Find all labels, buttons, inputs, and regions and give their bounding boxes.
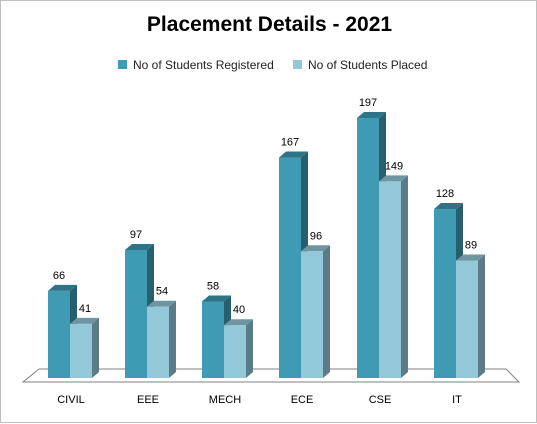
data-label-ece-registered: 167: [281, 137, 299, 149]
legend-item-registered: No of Students Registered: [118, 57, 274, 73]
bar-civil-placed: [70, 323, 92, 378]
bar-eee-placed: [147, 306, 169, 378]
bar-top-ece-placed: [301, 245, 330, 252]
data-label-it-registered: 128: [436, 188, 454, 200]
data-label-ece-placed: 96: [310, 230, 322, 242]
legend-label-registered: No of Students Registered: [133, 57, 274, 72]
data-label-eee-placed: 54: [156, 286, 168, 298]
legend-label-placed: No of Students Placed: [308, 57, 428, 72]
bar-top-eee-registered: [125, 243, 154, 250]
bar-side-civil-placed: [92, 317, 99, 378]
bar-it-registered: [434, 209, 456, 378]
data-label-civil-placed: 41: [79, 303, 91, 315]
x-tick-label-ece: ECE: [291, 394, 314, 406]
x-tick-label-it: IT: [452, 394, 462, 406]
data-label-cse-placed: 149: [385, 160, 403, 172]
legend-swatch-registered: [118, 60, 127, 70]
data-label-eee-registered: 97: [130, 229, 142, 241]
bar-civil-registered: [48, 290, 70, 378]
bar-side-cse-placed: [401, 175, 408, 378]
x-tick-label-cse: CSE: [369, 394, 392, 406]
bar-top-civil-placed: [70, 317, 99, 324]
data-label-it-placed: 89: [465, 240, 477, 252]
bar-mech-placed: [224, 325, 246, 378]
bar-top-mech-registered: [202, 295, 231, 302]
legend-item-placed: No of Students Placed: [293, 57, 427, 73]
bar-top-mech-placed: [224, 319, 253, 326]
bar-top-it-placed: [456, 254, 485, 261]
x-tick-label-mech: MECH: [209, 394, 241, 406]
bar-side-it-placed: [478, 254, 485, 378]
bar-side-eee-placed: [169, 300, 176, 378]
bar-top-ece-registered: [279, 151, 308, 158]
data-label-cse-registered: 197: [359, 97, 377, 109]
legend-swatch-placed: [293, 60, 302, 70]
bar-top-eee-placed: [147, 300, 176, 307]
bar-cse-registered: [357, 117, 379, 379]
bar-mech-registered: [202, 301, 224, 378]
chart-title: Placement Details - 2021: [146, 13, 393, 36]
bar-top-civil-registered: [48, 284, 77, 291]
bar-side-mech-placed: [246, 319, 253, 378]
bar-top-cse-registered: [357, 111, 386, 118]
bar-ece-registered: [279, 157, 301, 378]
bar-eee-registered: [125, 249, 147, 378]
x-tick-label-civil: CIVIL: [57, 394, 85, 406]
bar-top-it-registered: [434, 203, 463, 210]
data-label-mech-registered: 58: [207, 280, 219, 292]
bar-top-cse-placed: [379, 175, 408, 182]
x-tick-label-eee: EEE: [137, 394, 159, 406]
bar-it-placed: [456, 260, 478, 378]
bar-side-ece-placed: [323, 245, 330, 378]
bar-cse-placed: [379, 181, 401, 378]
data-label-mech-placed: 40: [233, 304, 245, 316]
bar-ece-placed: [301, 251, 323, 378]
data-label-civil-registered: 66: [53, 270, 65, 282]
